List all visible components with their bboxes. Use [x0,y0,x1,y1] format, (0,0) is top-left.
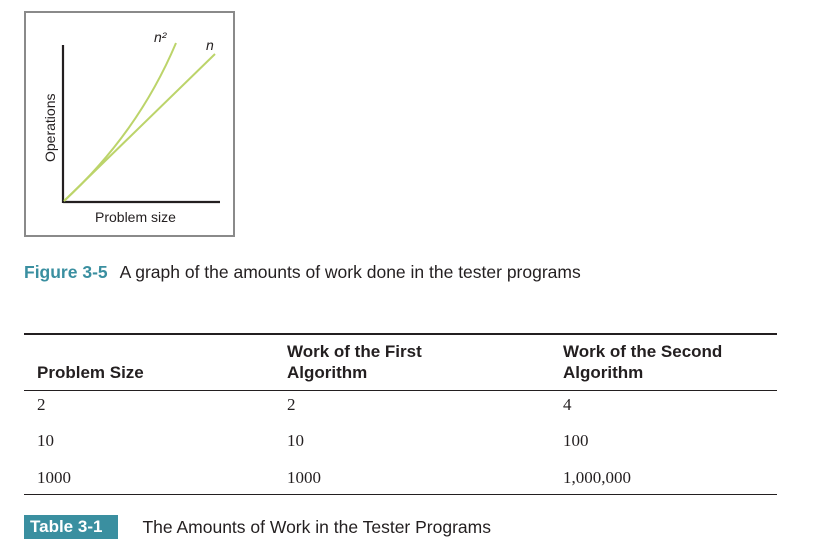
header-line: Algorithm [563,363,644,382]
cell-row3-problem-size: 1000 [37,468,71,487]
table-bottom-rule [24,494,777,495]
growth-graph-svg: n² n Operations Problem size [42,29,220,225]
header-problem-size: Problem Size [37,362,144,383]
cell-row1-first: 2 [287,395,296,414]
cell-row2-first: 10 [287,431,304,450]
figure-caption: Figure 3-5 A graph of the amounts of work… [24,262,581,283]
figure-number: Figure 3-5 [24,262,108,282]
cell-row3-first: 1000 [287,468,321,487]
n-squared-curve [63,42,177,202]
n-label: n [206,37,214,53]
table-number: Table 3-1 [24,515,119,539]
cell-row1-problem-size: 2 [37,395,46,414]
header-second-algorithm: Work of the Second Algorithm [563,341,722,383]
table-top-rule [24,333,777,335]
table-header-rule [24,390,777,391]
x-axis-label: Problem size [95,209,176,225]
header-line: Work of the First [287,342,422,361]
cell-row1-second: 4 [563,395,572,414]
figure-caption-text: A graph of the amounts of work done in t… [119,262,581,282]
y-axis-label: Operations [42,94,58,162]
header-line: Algorithm [287,363,368,382]
table-caption: Table 3-1 The Amounts of Work in the Test… [24,515,491,539]
cell-row2-problem-size: 10 [37,431,54,450]
header-line: Problem Size [37,363,144,382]
figure-3-5-graph: n² n Operations Problem size [24,11,235,237]
header-line: Work of the Second [563,342,723,361]
n-squared-label: n² [154,29,168,45]
cell-row3-second: 1,000,000 [563,468,631,487]
header-first-algorithm: Work of the First Algorithm [287,341,422,383]
n-linear-curve [63,53,216,202]
cell-row2-second: 100 [563,431,589,450]
table-caption-text: The Amounts of Work in the Tester Progra… [142,516,491,537]
